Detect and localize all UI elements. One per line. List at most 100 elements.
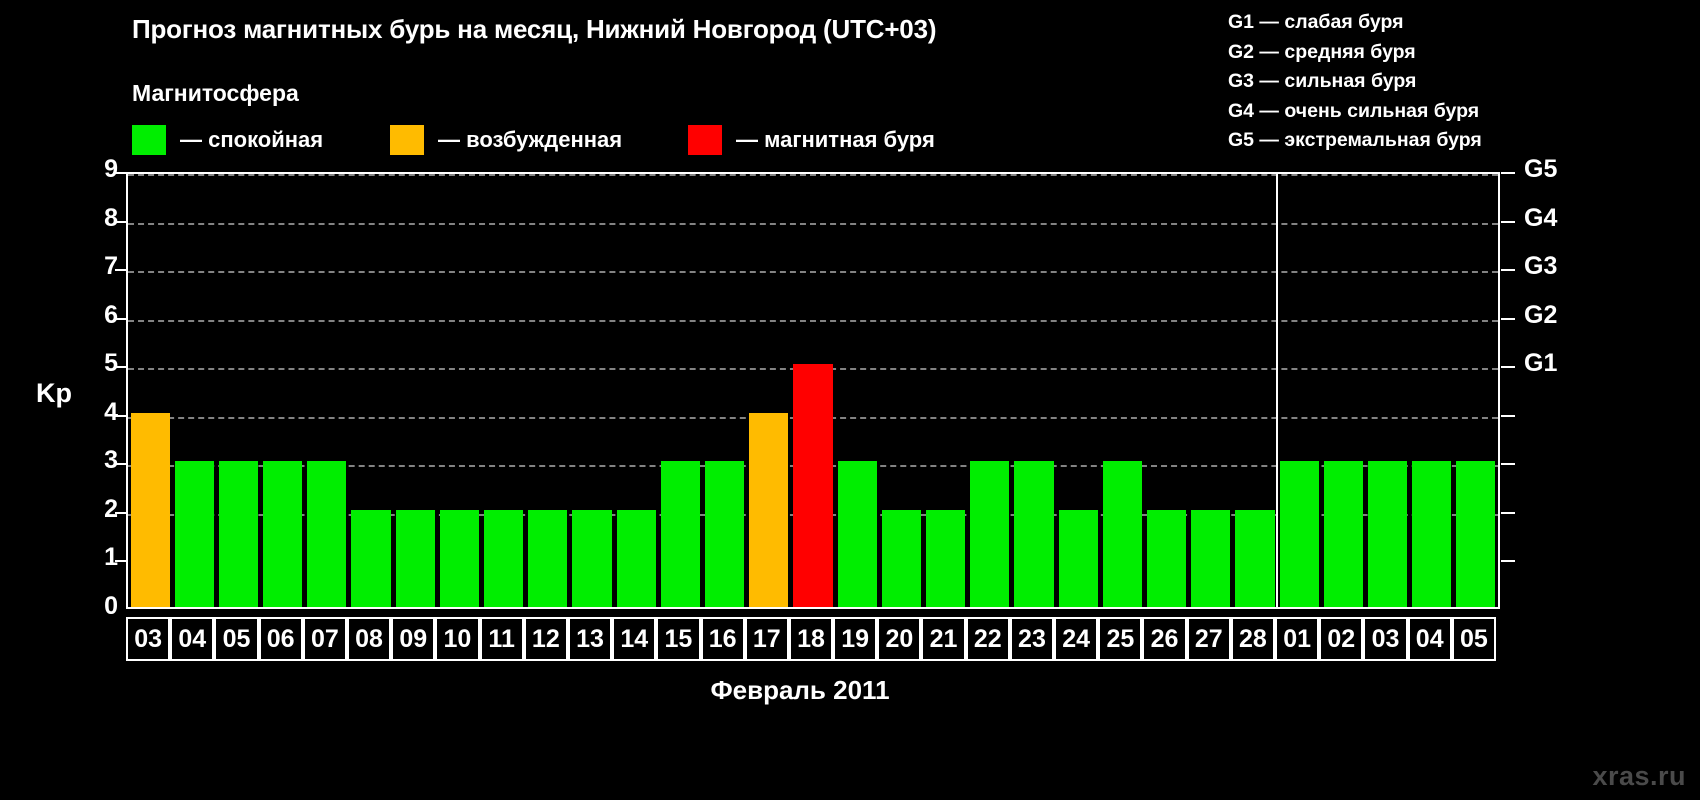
bar: [1191, 509, 1231, 607]
y-axis-tick-label: 2: [104, 494, 118, 523]
y-axis-tick-label: 5: [104, 349, 118, 378]
bar: [970, 461, 1010, 607]
x-axis-day-label: 07: [302, 617, 347, 661]
y-axis-tick-mark: [115, 511, 126, 514]
legend-color-swatch-icon: [390, 125, 424, 155]
g-axis-tick-label: G2: [1524, 300, 1558, 329]
page-title: Прогноз магнитных бурь на месяц, Нижний …: [132, 14, 937, 44]
bar: [1412, 461, 1452, 607]
bar: [528, 509, 568, 607]
g-axis-tick-labels: G1 G2 G3 G4 G5: [1524, 155, 1594, 609]
x-axis-day-labels: 03 04 05 06 07 08 09 10 11 12 13 14 15 16 17 18 19 20 21 22…: [126, 617, 1500, 661]
x-axis-day-label: 25: [1098, 617, 1143, 661]
bar: [925, 509, 966, 607]
grid-line: [128, 174, 1498, 176]
grid-line: [128, 319, 1498, 322]
y-axis-tick-mark: [115, 269, 126, 272]
bar: [1456, 461, 1496, 607]
watermark: xras.ru: [1592, 761, 1686, 791]
y-axis-tick-label: 9: [104, 155, 118, 183]
x-axis-day-label: 04: [170, 617, 215, 661]
bar: [1279, 461, 1319, 607]
x-axis-day-label: 13: [567, 617, 613, 661]
bar: [881, 509, 921, 607]
bar: [1367, 461, 1408, 607]
g-axis-tick-label: G3: [1524, 252, 1558, 281]
g-axis-tick-mark: [1501, 366, 1515, 369]
g-axis-tick-mark: [1501, 511, 1515, 514]
x-axis-day-label: 05: [214, 617, 259, 661]
x-axis-day-label: 12: [523, 617, 568, 661]
x-axis-day-label: 17: [744, 617, 789, 661]
y-axis-tick-label: 7: [104, 252, 118, 281]
bar: [1058, 509, 1098, 607]
y-axis-tick-label: 6: [104, 300, 118, 329]
magnetosphere-legend-heading: Магнитосфера: [132, 80, 299, 106]
x-axis-day-label: 18: [788, 617, 834, 661]
bar: [1014, 461, 1054, 607]
x-axis-day-label: 03: [1363, 617, 1408, 661]
magnetosphere-legend-item: — возбужденная: [390, 124, 622, 156]
bar: [1235, 509, 1275, 607]
g-axis-tick-mark: [1501, 269, 1515, 272]
g-axis-tick-mark: [1501, 414, 1515, 417]
g-axis-tick-label: G1: [1524, 349, 1558, 378]
x-axis-day-label: 16: [700, 617, 745, 661]
magnetosphere-legend-label: — возбужденная: [438, 127, 623, 152]
x-axis-day-label: 15: [656, 617, 701, 661]
x-axis-day-label: 01: [1275, 617, 1320, 661]
g-axis-tick-marks: [1501, 172, 1515, 609]
forecast-divider: [1276, 174, 1279, 607]
x-axis-day-label: 20: [877, 617, 922, 661]
x-axis-day-label: 08: [346, 617, 392, 661]
g-scale-legend-row: G3 — сильная буря: [1228, 70, 1417, 93]
y-axis-title: Kp: [36, 378, 72, 408]
bar: [660, 461, 700, 607]
y-axis-tick-label: 0: [104, 592, 118, 620]
g-axis-tick-mark: [1501, 560, 1515, 563]
x-axis-title: Февраль 2011: [0, 675, 1700, 706]
y-axis-tick-mark: [115, 220, 126, 223]
x-axis-day-label: 09: [391, 617, 436, 661]
y-axis-tick-marks: [115, 172, 127, 609]
g-axis-tick-mark: [1501, 220, 1515, 223]
x-axis-day-label: 06: [258, 617, 303, 661]
bar: [1323, 461, 1363, 607]
bar: [174, 461, 214, 607]
grid-line: [128, 271, 1498, 274]
magnetosphere-legend-label: — магнитная буря: [736, 127, 935, 152]
bar: [130, 412, 170, 607]
bar: [307, 461, 347, 607]
bar: [395, 509, 435, 607]
x-axis-day-label: 10: [435, 617, 480, 661]
x-axis-day-label: 28: [1230, 617, 1276, 661]
x-axis-day-label: 19: [833, 617, 878, 661]
g-axis-tick-label: G4: [1524, 203, 1558, 232]
g-scale-legend-row: G4 — очень сильная буря: [1228, 99, 1480, 122]
y-axis-tick-mark: [115, 317, 126, 320]
g-scale-legend-row: G1 — слабая буря: [1228, 11, 1404, 33]
plot-area: [126, 172, 1500, 609]
magnetosphere-legend-item: — магнитная буря: [688, 124, 935, 156]
bar: [263, 461, 303, 607]
x-axis-day-label: 04: [1407, 617, 1452, 661]
bar: [793, 364, 833, 607]
x-axis-day-label: 02: [1319, 617, 1364, 661]
x-axis-day-label: 21: [921, 617, 966, 661]
x-axis-day-label: 03: [126, 617, 171, 661]
bar: [1146, 509, 1187, 607]
g-axis-tick-label: G5: [1524, 155, 1558, 183]
y-axis-tick-mark: [115, 463, 126, 466]
g-scale-legend-row: G2 — средняя буря: [1228, 40, 1416, 63]
y-axis-tick-label: 3: [104, 446, 118, 475]
x-axis-day-label: 11: [479, 617, 524, 661]
y-axis-tick-mark: [115, 366, 126, 369]
legend-color-swatch-icon: [132, 125, 166, 155]
g-axis-tick-mark: [1501, 463, 1515, 466]
bar: [351, 509, 391, 607]
x-axis-day-label: 23: [1009, 617, 1055, 661]
y-axis-tick-mark: [115, 172, 126, 174]
x-axis-day-label: 05: [1451, 617, 1496, 661]
grid-line: [128, 222, 1498, 225]
